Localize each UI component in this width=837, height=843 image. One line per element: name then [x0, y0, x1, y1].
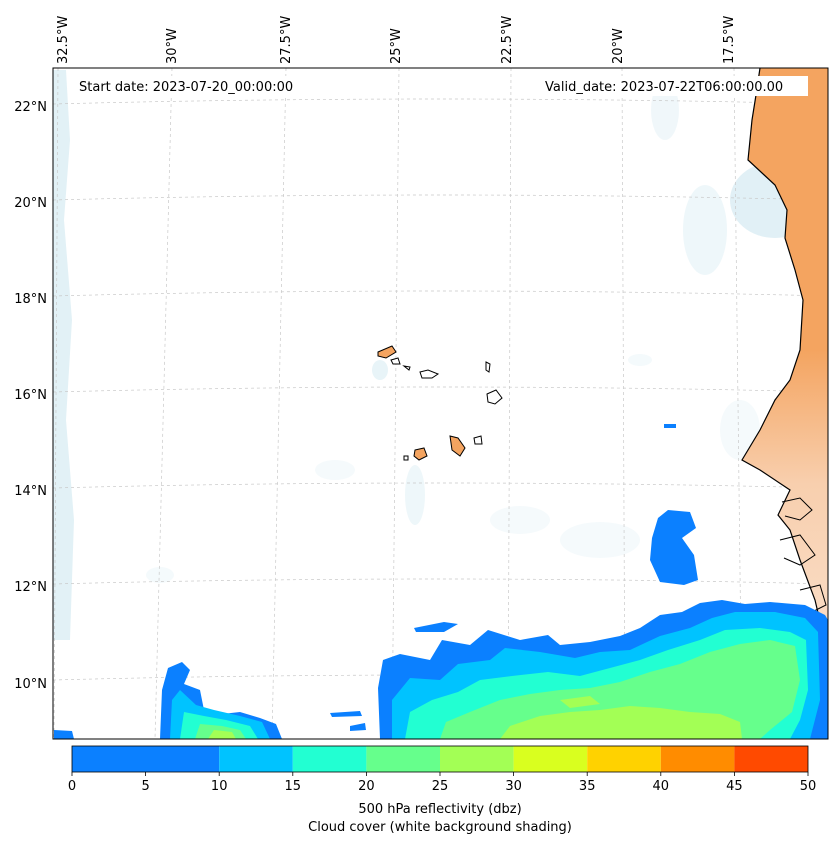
colorbar-bin-15-20 — [292, 746, 367, 772]
cape-verde-islands — [377, 345, 503, 461]
colorbar-ticks: 0 5 10 15 20 25 30 35 40 45 50 — [68, 772, 816, 794]
guinea-bissau-border — [779, 534, 816, 566]
start-date-label: Start date: 2023-07-20_00:00:00 — [79, 80, 293, 95]
lon-label-22-5w: 22.5°W — [500, 16, 515, 64]
colorbar-tick-label: 35 — [579, 779, 596, 794]
map-frame — [52, 67, 829, 740]
colorbar-tick-label: 25 — [432, 779, 449, 794]
lat-label-18n: 18°N — [14, 292, 47, 307]
lon-label-20w: 20°W — [611, 28, 626, 64]
colorbar-tick-label: 5 — [141, 779, 149, 794]
colorbar-tick-label: 10 — [211, 779, 228, 794]
valid-date-box — [538, 76, 808, 96]
valid-date-label: Valid_date: 2023-07-22T06:00:00.00 — [545, 80, 783, 95]
colorbar-bin-20-25 — [366, 746, 440, 772]
longitude-labels: 32.5°W 30°W 27.5°W 25°W 22.5°W 20°W 17.5… — [56, 16, 737, 64]
lon-label-25w: 25°W — [389, 28, 404, 64]
lat-label-10n: 10°N — [14, 677, 47, 692]
colorbar-tick-label: 40 — [653, 779, 670, 794]
gambia-border — [781, 497, 813, 521]
colorbar-bins — [72, 746, 808, 772]
colorbar-bin-45-50 — [734, 746, 808, 772]
colorbar-label-cloud-cover: Cloud cover (white background shading) — [308, 820, 572, 835]
map-plot-area: Start date: 2023-07-20_00:00:00 Valid_da… — [53, 68, 828, 739]
colorbar: 0 5 10 15 20 25 30 35 40 45 50 500 hPa reflectivit… — [68, 745, 816, 835]
lat-label-12n: 12°N — [14, 580, 47, 595]
colorbar-bin-0-10 — [72, 746, 220, 772]
lon-label-30w: 30°W — [165, 28, 180, 64]
colorbar-bin-35-40 — [587, 746, 661, 772]
lat-label-14n: 14°N — [14, 484, 47, 499]
colorbar-tick-label: 30 — [505, 779, 522, 794]
colorbar-tick-label: 45 — [726, 779, 743, 794]
lon-label-17-5w: 17.5°W — [722, 16, 737, 64]
lat-label-22n: 22°N — [14, 100, 47, 115]
colorbar-bin-30-35 — [513, 746, 588, 772]
africa-land — [742, 68, 828, 739]
lon-label-32-5w: 32.5°W — [56, 16, 71, 64]
lon-label-27-5w: 27.5°W — [279, 16, 294, 64]
coastline — [741, 68, 824, 739]
latitude-labels: 22°N 20°N 18°N 16°N 14°N 12°N 10°N — [14, 100, 47, 692]
colorbar-tick-label: 50 — [800, 779, 817, 794]
colorbar-label-reflectivity: 500 hPa reflectivity (dbz) — [358, 802, 521, 817]
colorbar-bin-25-30 — [440, 746, 514, 772]
reflectivity-field — [54, 424, 828, 739]
colorbar-bin-10-15 — [219, 746, 293, 772]
lat-label-16n: 16°N — [14, 388, 47, 403]
colorbar-tick-label: 20 — [358, 779, 375, 794]
colorbar-tick-label: 0 — [68, 779, 76, 794]
lat-label-20n: 20°N — [14, 196, 47, 211]
colorbar-bin-40-45 — [660, 746, 735, 772]
colorbar-tick-label: 15 — [285, 779, 302, 794]
start-date-box — [70, 76, 310, 96]
